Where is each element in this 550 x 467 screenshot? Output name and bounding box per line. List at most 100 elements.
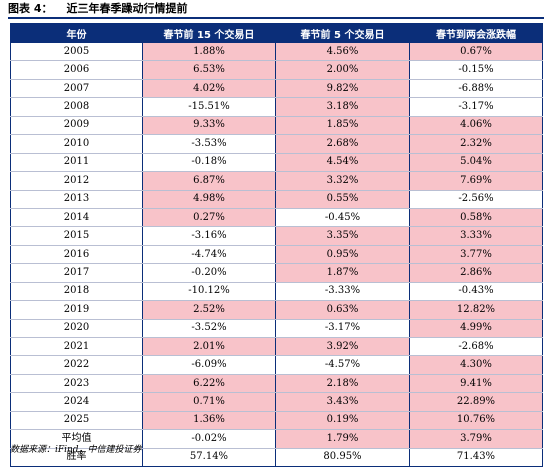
cell-pre5: 0.63% <box>275 300 410 320</box>
cell-pre5: 4.56% <box>275 42 410 62</box>
table-row: 2009 9.33% 1.85% 4.06% <box>10 116 543 136</box>
cell-pre5: -4.57% <box>275 355 410 375</box>
cell-year: 2006 <box>10 60 143 80</box>
cell-pre5: 2.68% <box>275 134 410 154</box>
table-row: 2019 2.52% 0.63% 12.82% <box>10 300 543 320</box>
cell-pre5: 1.87% <box>275 263 410 283</box>
cell-pre15: -6.09% <box>142 355 276 375</box>
table-row: 平均值 -0.02% 1.79% 3.79% <box>10 429 543 449</box>
cell-pre5: 0.55% <box>275 190 410 209</box>
cell-to-two-sessions: 2.32% <box>409 134 543 154</box>
cell-to-two-sessions: 5.04% <box>409 153 543 173</box>
cell-to-two-sessions: 4.99% <box>409 319 543 339</box>
cell-year: 2005 <box>10 42 143 62</box>
cell-year: 2019 <box>10 300 143 320</box>
cell-year: 2010 <box>10 134 143 154</box>
table-row: 2008 -15.51% 3.18% -3.17% <box>10 97 543 117</box>
cell-pre15: -0.18% <box>142 153 276 173</box>
cell-pre5: -0.45% <box>275 208 410 228</box>
table-row: 2012 6.87% 3.32% 7.69% <box>10 171 543 191</box>
cell-pre5: 2.18% <box>275 374 410 394</box>
table-row: 2022 -6.09% -4.57% 4.30% <box>10 355 543 375</box>
cell-pre5: -3.33% <box>275 282 410 302</box>
cell-year: 2007 <box>10 79 143 99</box>
cell-year: 2016 <box>10 245 143 265</box>
cell-year: 2008 <box>10 97 143 117</box>
cell-pre5: 3.35% <box>275 226 410 246</box>
table-row: 2006 6.53% 2.00% -0.15% <box>10 60 543 80</box>
cell-year: 2022 <box>10 355 143 375</box>
header-to-two-sessions: 春节到两会涨跌幅 <box>409 23 543 43</box>
cell-year: 2024 <box>10 392 143 412</box>
cell-pre5: 1.79% <box>275 429 410 449</box>
title-divider <box>8 17 544 19</box>
table-row: 2007 4.02% 9.82% -6.88% <box>10 79 543 99</box>
cell-to-two-sessions: 3.79% <box>409 429 543 449</box>
cell-year: 2023 <box>10 374 143 394</box>
cell-pre15: 1.88% <box>142 42 276 62</box>
cell-pre15: 4.02% <box>142 79 276 99</box>
cell-year: 2009 <box>10 116 143 136</box>
table-row: 2015 -3.16% 3.35% 3.33% <box>10 226 543 246</box>
cell-to-two-sessions: 9.41% <box>409 374 543 394</box>
cell-year: 2013 <box>10 190 143 209</box>
cell-year: 2017 <box>10 263 143 283</box>
cell-pre15: 0.71% <box>142 392 276 412</box>
cell-to-two-sessions: 0.67% <box>409 42 543 62</box>
table-row: 2021 2.01% 3.92% -2.68% <box>10 337 543 357</box>
cell-pre15: -3.52% <box>142 319 276 339</box>
cell-pre5: 9.82% <box>275 79 410 99</box>
figure-label: 图表 4： <box>8 2 53 15</box>
cell-year: 2012 <box>10 171 143 191</box>
cell-to-two-sessions: 7.69% <box>409 171 543 191</box>
cell-pre5: 1.85% <box>275 116 410 136</box>
table-row: 2005 1.88% 4.56% 0.67% <box>10 42 543 62</box>
cell-pre15: -4.74% <box>142 245 276 265</box>
table-row: 2016 -4.74% 0.95% 3.77% <box>10 245 543 265</box>
returns-table: 年份 春节前 15 个交易日 春节前 5 个交易日 春节到两会涨跌幅 2005 1… <box>10 23 543 467</box>
header-year: 年份 <box>10 23 143 43</box>
cell-pre5: -3.17% <box>275 319 410 339</box>
cell-pre5: 3.32% <box>275 171 410 191</box>
cell-pre15: 6.53% <box>142 60 276 80</box>
cell-pre15: 2.52% <box>142 300 276 320</box>
cell-to-two-sessions: 2.86% <box>409 263 543 283</box>
cell-year: 2015 <box>10 226 143 246</box>
cell-to-two-sessions: -0.15% <box>409 60 543 80</box>
cell-to-two-sessions: 0.58% <box>409 208 543 228</box>
cell-pre15: 6.22% <box>142 374 276 394</box>
cell-pre15: -10.12% <box>142 282 276 302</box>
header-pre15: 春节前 15 个交易日 <box>142 23 276 43</box>
cell-pre15: -3.16% <box>142 226 276 246</box>
cell-year: 2021 <box>10 337 143 357</box>
table-row: 2010 -3.53% 2.68% 2.32% <box>10 134 543 154</box>
cell-to-two-sessions: 12.82% <box>409 300 543 320</box>
header-row: 年份 春节前 15 个交易日 春节前 5 个交易日 春节到两会涨跌幅 <box>10 23 543 43</box>
table-body: 2005 1.88% 4.56% 0.67% 2006 6.53% 2.00% -0.15% 2… <box>10 42 543 467</box>
cell-pre15: 57.14% <box>142 448 276 467</box>
cell-pre5: 80.95% <box>275 448 410 467</box>
figure-title-text: 近三年春季躁动行情提前 <box>66 2 188 15</box>
cell-to-two-sessions: -6.88% <box>409 79 543 99</box>
table-row: 2013 4.98% 0.55% -2.56% <box>10 190 543 209</box>
cell-pre15: 0.27% <box>142 208 276 228</box>
cell-to-two-sessions: 3.77% <box>409 245 543 265</box>
cell-pre5: 3.43% <box>275 392 410 412</box>
cell-pre5: 4.54% <box>275 153 410 173</box>
cell-pre15: -0.20% <box>142 263 276 283</box>
table-row: 2018 -10.12% -3.33% -0.43% <box>10 282 543 302</box>
cell-to-two-sessions: -2.68% <box>409 337 543 357</box>
cell-year: 2018 <box>10 282 143 302</box>
table-row: 2020 -3.52% -3.17% 4.99% <box>10 319 543 339</box>
table-row: 2017 -0.20% 1.87% 2.86% <box>10 263 543 283</box>
cell-pre15: -3.53% <box>142 134 276 154</box>
table-row: 2011 -0.18% 4.54% 5.04% <box>10 153 543 173</box>
source-note: 数据来源：iFind，中信建投证券 <box>10 445 142 455</box>
table-row: 2024 0.71% 3.43% 22.89% <box>10 392 543 412</box>
cell-pre15: 2.01% <box>142 337 276 357</box>
cell-pre5: 3.92% <box>275 337 410 357</box>
header-pre5: 春节前 5 个交易日 <box>275 23 410 43</box>
cell-year: 2020 <box>10 319 143 339</box>
cell-pre15: -15.51% <box>142 97 276 117</box>
figure-title: 图表 4： 近三年春季躁动行情提前 <box>8 2 187 16</box>
